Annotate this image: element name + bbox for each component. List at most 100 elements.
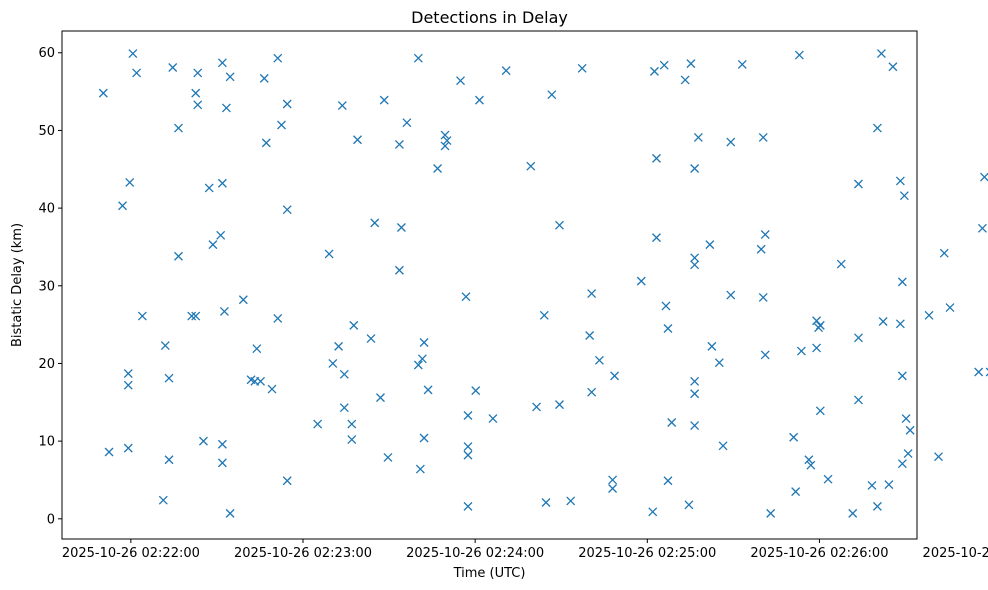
data-point-marker <box>897 371 907 381</box>
y-axis-ticks: 0 10 20 30 40 50 60 <box>38 46 62 527</box>
data-point-marker <box>252 344 262 354</box>
chart-title: Detections in Delay <box>411 8 568 27</box>
data-point-marker <box>379 95 389 105</box>
data-point-marker <box>267 384 277 394</box>
data-point-marker <box>339 369 349 379</box>
data-point-marker <box>707 341 717 351</box>
data-point-marker <box>282 476 292 486</box>
data-point-marker <box>872 123 882 133</box>
data-point-marker <box>667 418 677 427</box>
data-point-marker <box>433 164 443 173</box>
data-point-marker <box>766 508 776 518</box>
data-point-marker <box>339 403 349 413</box>
data-point-marker <box>848 508 858 518</box>
data-point-marker <box>934 452 943 462</box>
data-point-marker <box>876 49 886 58</box>
data-point-marker <box>259 73 269 83</box>
data-point-marker <box>979 172 988 182</box>
data-point-marker <box>974 367 984 377</box>
data-point-marker <box>812 343 822 353</box>
data-point-marker <box>652 153 661 163</box>
data-point-marker <box>471 386 481 396</box>
data-point-marker <box>187 311 197 321</box>
data-point-marker <box>217 178 227 188</box>
data-point-marker <box>125 178 135 187</box>
data-point-marker <box>939 248 949 258</box>
x-tick-label: 2025-10-26 02:27:00 <box>923 546 988 561</box>
data-point-marker <box>217 439 227 449</box>
data-point-marker <box>193 68 203 78</box>
data-point-marker <box>370 218 380 228</box>
data-point-marker <box>854 179 863 189</box>
data-point-marker <box>123 443 133 453</box>
data-point-marker <box>328 358 338 368</box>
data-point-marker <box>277 120 286 130</box>
x-tick-label: 2025-10-26 02:23:00 <box>234 546 372 561</box>
data-point-marker <box>690 421 700 431</box>
data-point-marker <box>905 425 915 435</box>
data-point-marker <box>225 72 235 82</box>
data-point-marker <box>118 201 127 211</box>
data-point-marker <box>191 311 201 321</box>
data-point-marker <box>758 292 768 302</box>
data-point-marker <box>423 385 433 395</box>
data-point-marker <box>532 402 542 412</box>
data-point-marker <box>587 289 597 299</box>
data-point-marker <box>684 500 694 510</box>
data-point-marker <box>726 137 736 147</box>
data-point-marker <box>547 90 557 100</box>
data-point-marker <box>726 290 736 300</box>
data-point-marker <box>836 259 846 269</box>
data-point-marker <box>945 303 955 312</box>
data-point-marker <box>758 132 768 142</box>
data-point-marker <box>985 367 988 377</box>
data-point-marker <box>652 233 661 243</box>
y-tick-label: 20 <box>38 357 55 372</box>
data-point-marker <box>488 414 498 424</box>
data-point-marker <box>417 354 427 364</box>
y-tick-label: 10 <box>38 435 55 450</box>
data-point-marker <box>217 58 227 68</box>
data-point-marker <box>324 249 334 259</box>
data-point-marker <box>164 373 174 383</box>
data-point-marker <box>815 406 825 416</box>
data-point-marker <box>413 53 423 63</box>
data-point-marker <box>217 458 227 468</box>
data-point-marker <box>541 498 551 507</box>
data-point-marker <box>442 136 452 145</box>
data-point-marker <box>539 310 549 320</box>
data-point-marker <box>394 265 404 275</box>
data-point-marker <box>123 380 133 390</box>
data-point-marker <box>337 101 347 111</box>
data-point-marker <box>714 358 724 368</box>
data-point-marker <box>366 334 376 344</box>
data-point-marker <box>895 319 905 329</box>
x-tick-label: 2025-10-26 02:24:00 <box>406 546 544 561</box>
data-point-marker <box>718 441 728 451</box>
data-point-marker <box>104 447 114 457</box>
data-point-marker <box>474 95 484 105</box>
y-tick-label: 0 <box>47 512 55 527</box>
data-point-marker <box>463 501 473 511</box>
data-point-marker <box>158 495 168 505</box>
data-point-marker <box>899 191 909 201</box>
data-point-marker <box>456 76 465 86</box>
x-axis-label: Time (UTC) <box>453 566 526 581</box>
data-point-marker <box>313 419 323 429</box>
data-point-marker <box>854 333 863 343</box>
data-point-marker <box>221 103 231 113</box>
data-point-marker <box>794 50 804 60</box>
data-point-marker <box>789 432 799 442</box>
data-point-marker <box>897 459 907 469</box>
data-point-marker <box>461 292 471 302</box>
data-series-detections <box>98 49 988 518</box>
data-point-marker <box>854 395 863 405</box>
data-point-marker <box>690 376 700 386</box>
data-point-marker <box>376 393 385 403</box>
data-point-marker <box>594 355 604 365</box>
data-point-marker <box>823 474 833 484</box>
data-point-marker <box>888 62 898 72</box>
data-point-marker <box>690 253 700 263</box>
